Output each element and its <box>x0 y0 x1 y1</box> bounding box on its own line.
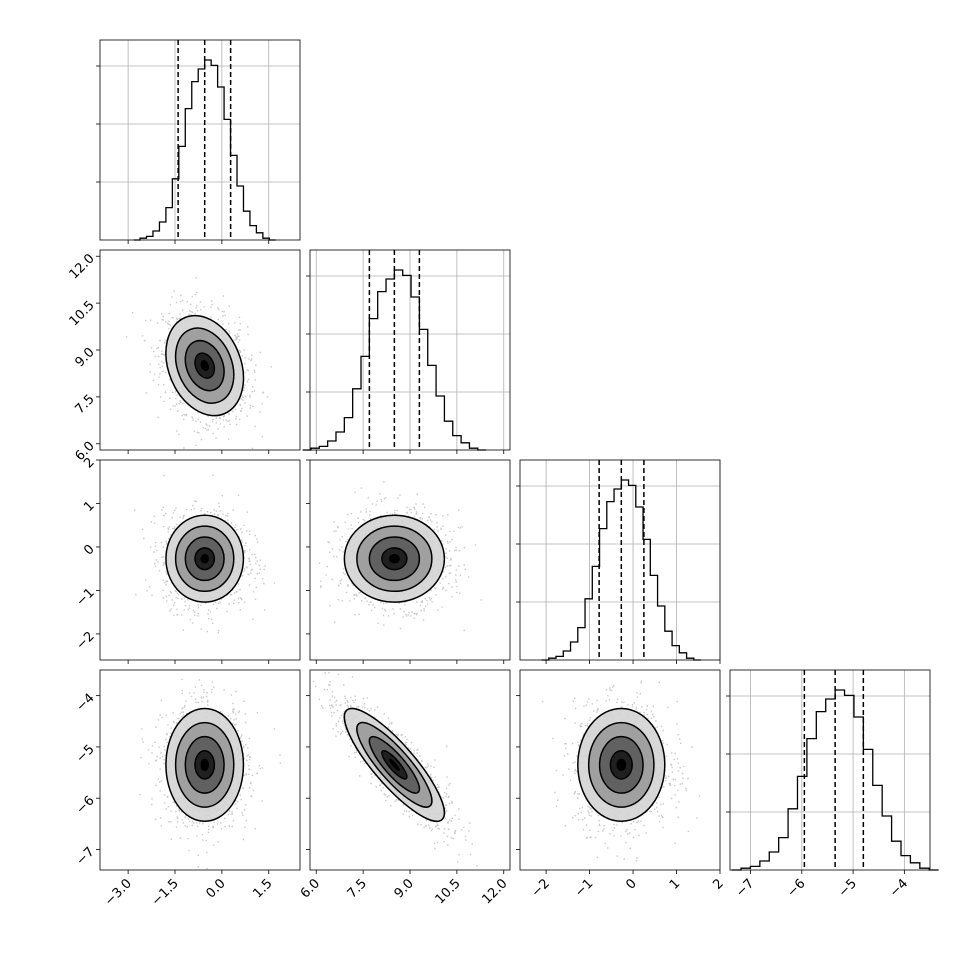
xtick-label-3-2: −5 <box>836 876 860 900</box>
contour-line-3-1-2 <box>356 721 433 808</box>
hist-panel-border-0 <box>99 39 301 241</box>
panel-2d-3-1 <box>309 669 511 871</box>
ytick-label-3-0: −7 <box>73 845 97 869</box>
contour-line-3-1-0 <box>381 750 408 780</box>
hist-panel-1 <box>302 249 511 451</box>
contour-line-1-0-2 <box>174 327 235 404</box>
density-core-3-1 <box>388 758 400 772</box>
hist-panel-bg-3 <box>730 670 930 870</box>
xtick-label-3-3: −4 <box>887 876 911 900</box>
panel-content-2-0 <box>133 474 276 634</box>
contour-line-3-0-3 <box>165 707 245 823</box>
density-core-2-0 <box>200 553 209 564</box>
hist-panel-bg-2 <box>520 460 720 660</box>
contour-line-3-1-3 <box>343 707 446 823</box>
ytick-label-3-3: −4 <box>73 691 97 715</box>
contour-line-3-2-3 <box>577 707 666 823</box>
xtick-label-3-1: −6 <box>784 876 808 900</box>
contour-line-3-1-1 <box>368 735 421 794</box>
ytick-label-2-4: 2 <box>81 455 97 471</box>
ytick-label-1-4: 12.0 <box>67 251 98 282</box>
xtick-label-2-2: 0 <box>623 876 639 892</box>
panel-content-3-2 <box>541 680 701 862</box>
ytick-label-3-2: −5 <box>73 742 97 766</box>
ytick-label-2-1: −1 <box>73 585 97 609</box>
contour-line-2-1-3 <box>343 514 446 603</box>
xtick-label-2-0: −2 <box>529 876 553 900</box>
ytick-label-2-2: 0 <box>81 542 97 558</box>
hist-panel-border-3 <box>729 669 931 871</box>
hist-panel-border-2 <box>519 459 721 661</box>
xtick-label-1-3: 10.5 <box>433 876 464 907</box>
contour-line-2-0-2 <box>174 525 235 593</box>
panel-content-2-1 <box>318 481 510 632</box>
xtick-label-0-1: −1.5 <box>149 876 182 909</box>
panel-content-3-0 <box>139 678 282 870</box>
ytick-label-1-1: 7.5 <box>72 392 97 417</box>
hist-panel-0 <box>96 39 301 241</box>
contour-line-2-0-3 <box>165 514 245 603</box>
xtick-label-3-0: −7 <box>733 876 757 900</box>
panel-border-2-0 <box>99 459 301 661</box>
density-core-3-2 <box>616 758 627 772</box>
panel-2d-3-2 <box>519 669 721 871</box>
panel-2d-2-1 <box>309 459 511 661</box>
xtick-label-1-2: 9.0 <box>392 876 417 901</box>
scatter-points-1-0 <box>126 277 273 450</box>
panel-2d-3-0 <box>99 669 301 871</box>
contour-line-1-0-1 <box>184 339 225 392</box>
contour-line-3-0-0 <box>194 750 216 780</box>
hist-panel-3 <box>726 669 939 871</box>
contour-line-2-1-1 <box>368 536 421 582</box>
contour-line-3-2-2 <box>587 721 655 808</box>
ytick-label-2-0: −2 <box>73 629 97 653</box>
contour-line-3-2-1 <box>598 735 644 794</box>
xtick-label-1-1: 7.5 <box>345 876 370 901</box>
xtick-label-2-3: 1 <box>667 876 683 892</box>
hist-panel-bg-0 <box>100 40 300 240</box>
ytick-label-1-2: 9.0 <box>72 345 97 370</box>
panel-border-3-2 <box>519 669 721 871</box>
density-core-3-0 <box>200 758 209 772</box>
density-core-1-0 <box>200 360 209 372</box>
panel-content-3-1 <box>312 672 478 867</box>
panel-content-1-0 <box>126 277 273 450</box>
xtick-label-2-4: 2 <box>710 876 726 892</box>
panel-border-3-0 <box>99 669 301 871</box>
ytick-label-2-3: 1 <box>81 499 97 515</box>
contour-line-2-0-1 <box>184 536 225 582</box>
contour-line-2-1-0 <box>381 547 408 571</box>
panel-2d-1-0 <box>99 249 301 451</box>
density-core-2-1 <box>388 553 400 564</box>
xtick-label-1-4: 12.0 <box>479 876 510 907</box>
ytick-label-3-1: −6 <box>73 793 97 817</box>
xtick-label-1-0: 6.0 <box>298 876 323 901</box>
panel-2d-2-0 <box>99 459 301 661</box>
contour-line-3-0-1 <box>184 735 225 794</box>
scatter-points-3-2 <box>541 680 701 862</box>
contour-line-2-0-0 <box>194 547 216 571</box>
contour-line-3-0-2 <box>174 721 235 808</box>
contour-line-2-1-2 <box>356 525 433 593</box>
xtick-label-2-1: −1 <box>572 876 596 900</box>
hist-panel-2 <box>516 459 721 661</box>
contour-line-3-2-0 <box>609 750 633 780</box>
contour-line-1-0-0 <box>194 352 216 379</box>
ytick-label-1-3: 10.5 <box>67 298 98 329</box>
contour-line-1-0-3 <box>165 314 245 417</box>
xtick-label-0-0: −3.0 <box>102 876 135 909</box>
xtick-label-0-3: 1.5 <box>250 876 275 901</box>
xtick-label-0-2: 0.0 <box>203 876 228 901</box>
